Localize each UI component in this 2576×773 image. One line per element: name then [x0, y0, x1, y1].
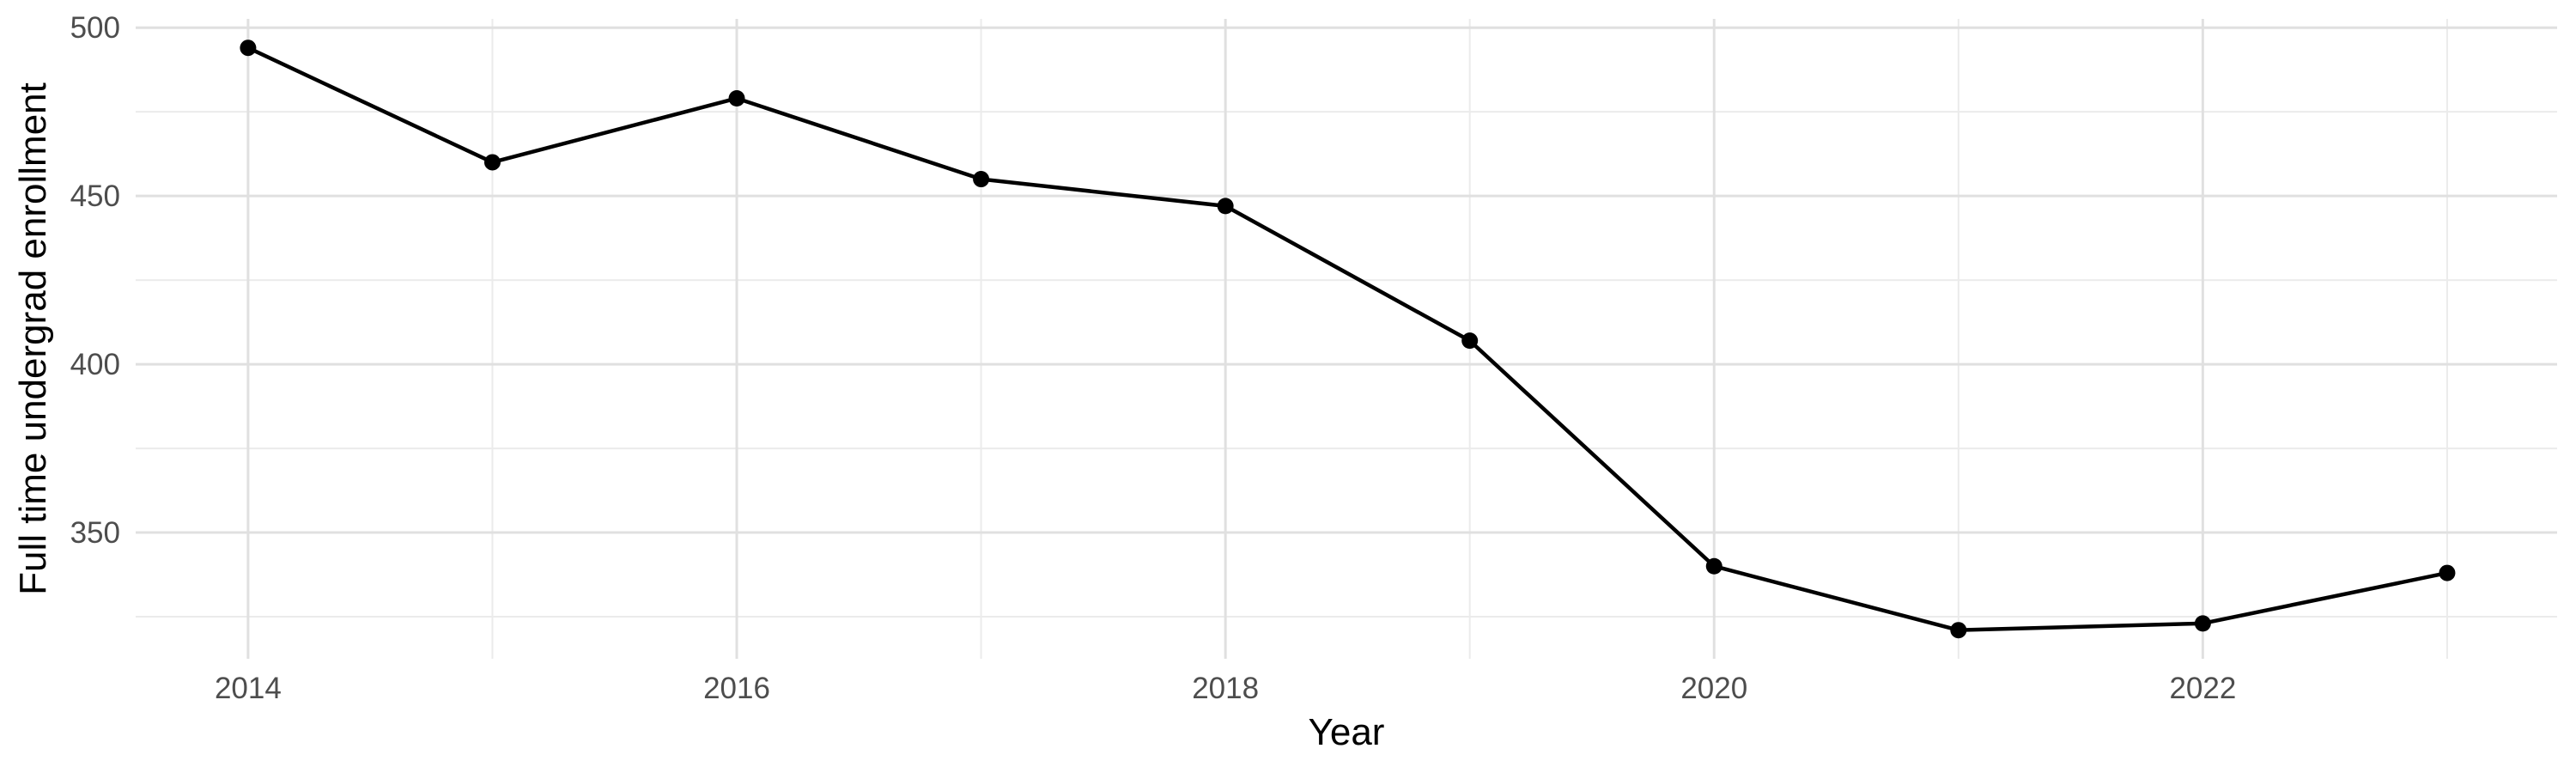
- data-point: [2439, 564, 2456, 581]
- x-tick-label: 2014: [215, 672, 282, 705]
- major-gridlines: [136, 19, 2557, 659]
- y-tick-label: 500: [70, 11, 120, 45]
- x-tick-label: 2016: [703, 672, 770, 705]
- data-point: [1950, 622, 1967, 639]
- data-point: [1705, 557, 1722, 575]
- series-line: [246, 46, 2448, 632]
- y-tick-label: 350: [70, 516, 120, 550]
- data-point: [728, 89, 745, 107]
- data-point: [2194, 615, 2211, 632]
- data-point: [973, 171, 990, 188]
- data-point: [1217, 198, 1234, 215]
- data-point: [483, 154, 501, 171]
- y-tick-label: 450: [70, 180, 120, 213]
- data-point: [240, 40, 257, 57]
- y-axis-title: Full time undergrad enrollment: [12, 82, 54, 595]
- y-tick-label: 400: [70, 348, 120, 381]
- y-axis-tick-labels: 500 450 400 350: [70, 11, 120, 550]
- x-tick-label: 2018: [1192, 672, 1259, 705]
- data-series: [240, 40, 2456, 639]
- data-point: [1461, 332, 1479, 350]
- x-tick-label: 2022: [2169, 672, 2236, 705]
- minor-gridlines: [136, 19, 2557, 659]
- x-axis-title: Year: [1309, 711, 1385, 753]
- x-axis-tick-labels: 2014 2016 2018 2020 2022: [215, 672, 2236, 705]
- x-tick-label: 2020: [1680, 672, 1747, 705]
